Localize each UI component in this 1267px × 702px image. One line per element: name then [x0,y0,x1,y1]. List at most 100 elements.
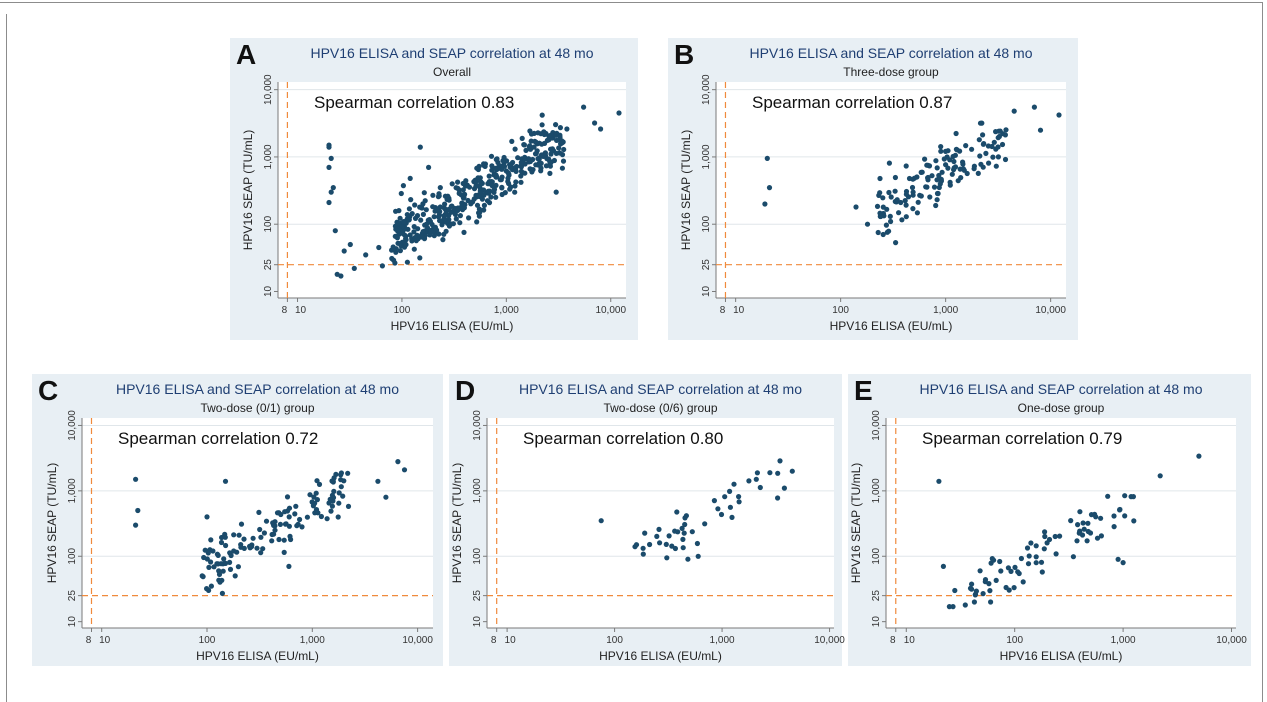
data-point [466,215,472,221]
data-point [880,195,886,201]
data-point [455,185,461,191]
data-point [971,599,977,605]
data-point [518,179,524,185]
data-point [1031,104,1037,110]
data-point [1196,453,1202,459]
data-point [461,229,467,235]
data-point [400,183,406,189]
data-point [442,211,448,217]
data-point [938,144,944,150]
plot-area [886,418,1236,628]
data-point [1105,493,1111,499]
data-point [457,220,463,226]
data-point [501,163,508,169]
data-point [903,191,909,197]
data-point [455,207,461,213]
data-point [980,164,986,170]
y-tick-label: 25 [472,590,483,602]
data-point [401,467,408,473]
data-point [440,237,446,243]
data-point [518,164,524,170]
data-point [1037,127,1044,133]
data-point [681,530,687,536]
data-point [390,244,396,250]
data-point [957,166,963,172]
data-point [1033,543,1039,549]
data-point [417,204,423,210]
data-point [227,550,233,556]
data-point [764,155,770,161]
data-point [536,155,542,161]
data-point [777,458,783,464]
data-point [449,181,455,187]
data-point [408,197,414,203]
data-point [1033,560,1039,566]
data-point [892,188,898,194]
data-point [232,573,238,579]
data-point [557,125,563,131]
data-point [465,197,471,204]
data-point [284,494,291,500]
data-point [247,545,253,551]
data-point [351,265,357,271]
data-point [389,255,395,262]
chart-panel-a: 8 10 100 1,000 10,000 10 25 100 1,000 10,000 A HPV1… [230,38,638,340]
data-point [680,536,686,542]
data-point [993,577,999,583]
data-point [995,135,1001,141]
data-point [560,139,566,145]
x-tick-label: 10 [505,635,517,646]
data-point [556,145,562,151]
data-point [512,183,518,189]
data-point [539,112,545,118]
data-point [206,564,212,570]
x-axis-label: HPV16 ELISA (EU/mL) [599,649,722,663]
data-point [332,228,338,234]
data-point [989,556,995,562]
data-point [216,571,223,577]
data-point [722,494,728,500]
data-point [442,193,448,199]
data-point [411,224,417,230]
data-point [286,505,293,511]
data-point [405,226,411,232]
data-point [663,541,669,547]
data-point [430,204,436,210]
data-point [420,229,426,235]
data-point [412,202,418,208]
data-point [1026,553,1032,559]
x-tick-label: 1,000 [494,305,519,316]
data-point [962,602,968,608]
data-point [1008,568,1014,574]
plot-area [82,418,433,628]
x-tick-label: 100 [199,635,216,646]
data-point [766,185,773,191]
data-point [328,189,334,195]
chart-subtitle: Three-dose group [843,65,939,79]
data-point [515,155,521,161]
data-point [258,550,264,556]
data-point [395,459,401,465]
data-point [864,221,871,227]
data-point [338,470,344,476]
data-point [542,140,548,146]
data-point [481,202,487,208]
data-point [933,202,939,209]
data-point [411,246,417,252]
data-point [436,214,442,220]
data-point [533,139,539,145]
data-point [1057,533,1063,539]
data-point [434,206,440,212]
data-point [775,495,781,501]
data-point [260,546,266,552]
y-tick-label: 10,000 [472,410,483,441]
data-point [398,190,404,197]
data-point [553,132,559,138]
data-point [991,139,997,145]
data-point [326,144,332,150]
data-point [1020,579,1026,585]
data-point [927,194,933,200]
correlation-annotation: Spearman correlation 0.72 [118,429,318,448]
data-point [1117,506,1123,513]
data-point [443,228,449,234]
